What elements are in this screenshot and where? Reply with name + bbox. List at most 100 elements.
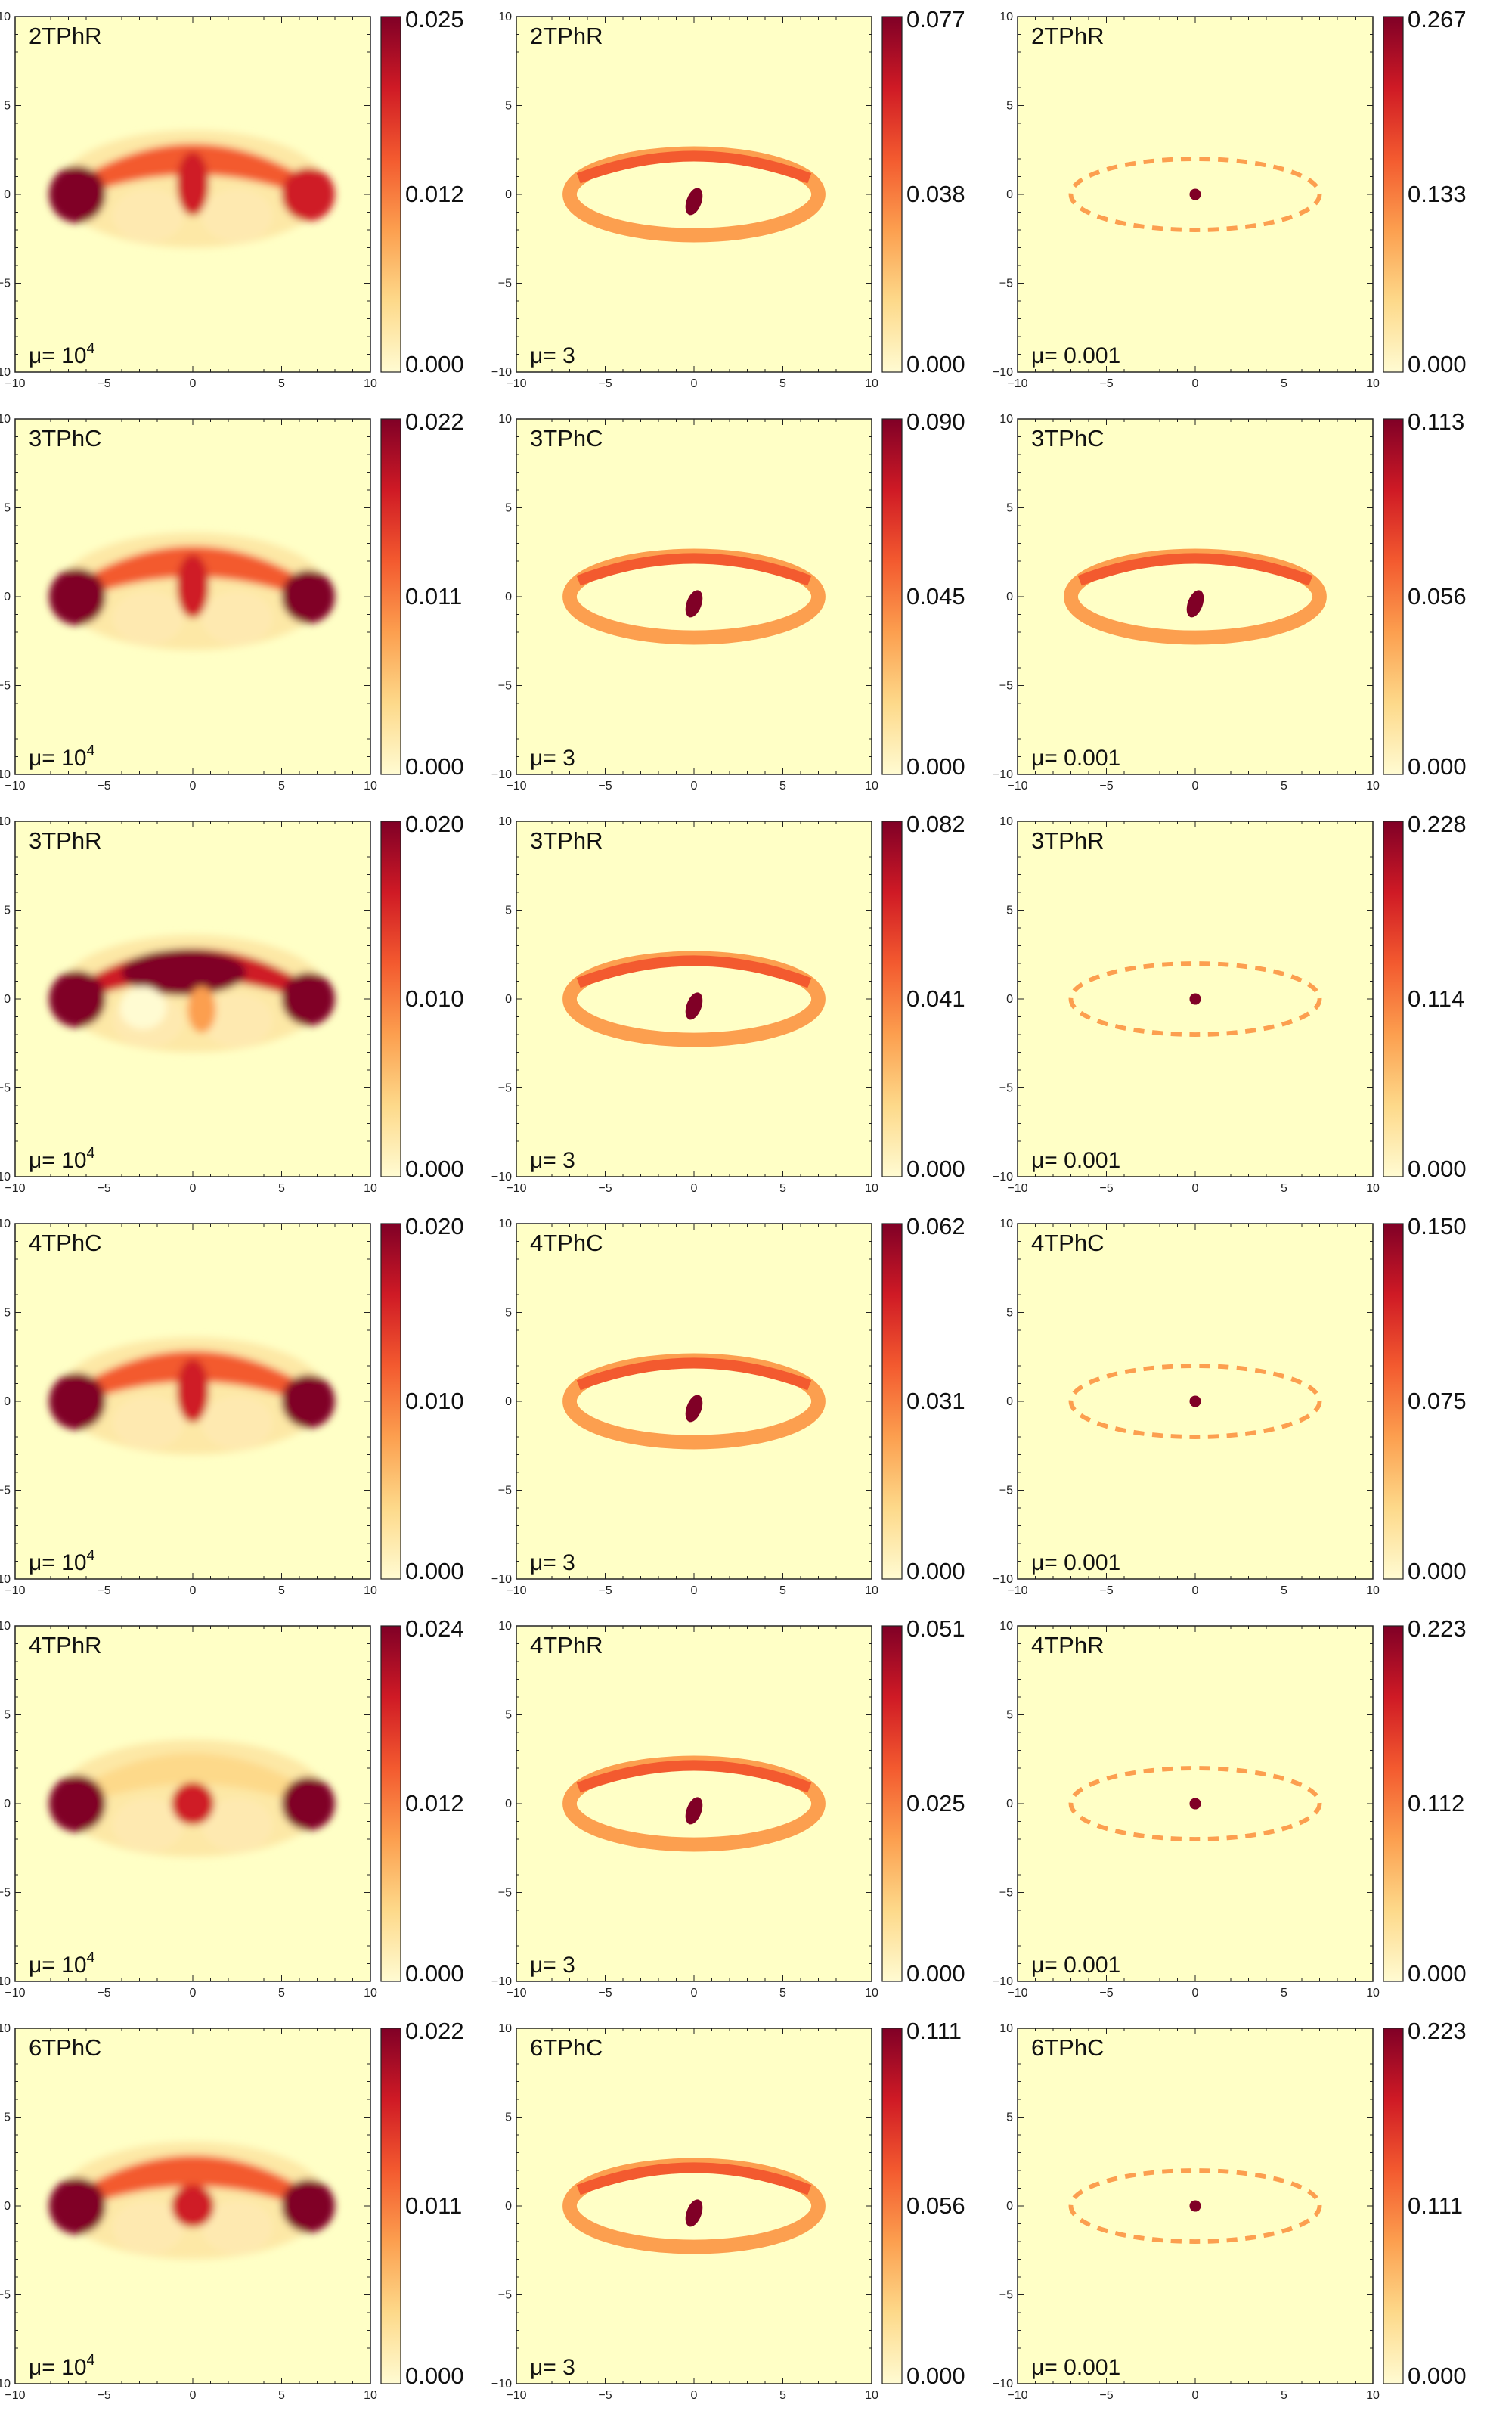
x-tick-label: 0 xyxy=(1192,2389,1199,2402)
y-tick-label: −10 xyxy=(491,2378,512,2391)
y-tick-label: −5 xyxy=(498,278,512,290)
x-tick-label: −5 xyxy=(1099,1182,1113,1195)
density-peak xyxy=(685,1395,703,1423)
mu-exponent: 4 xyxy=(87,1950,95,1966)
density-lobe xyxy=(187,986,216,1033)
colorbar-min-label: 0.000 xyxy=(906,2363,965,2389)
y-tick-label: 0 xyxy=(4,188,11,201)
y-tick-label: 5 xyxy=(505,100,512,113)
x-tick-label: 10 xyxy=(865,1987,878,2000)
density-ring xyxy=(1068,2168,1322,2244)
x-tick-label: 0 xyxy=(691,1182,698,1195)
y-tick-label: 0 xyxy=(505,1798,512,1810)
density-peak xyxy=(48,1373,106,1430)
y-tick-label: 5 xyxy=(1006,2111,1013,2124)
x-tick-label: −5 xyxy=(598,1584,612,1597)
x-tick-label: −5 xyxy=(598,1987,612,2000)
colorbar-max-label: 0.062 xyxy=(906,1213,965,1239)
x-tick-label: −5 xyxy=(598,1182,612,1195)
y-tick-label: 10 xyxy=(0,1218,11,1230)
x-tick-label: 5 xyxy=(779,2389,786,2402)
x-tick-label: −5 xyxy=(97,1182,110,1195)
density-ring-top xyxy=(1077,553,1313,586)
colorbar-max-label: 0.090 xyxy=(906,408,965,435)
density-peak xyxy=(685,992,703,1020)
colorbar-max-label: 0.223 xyxy=(1408,1615,1467,1642)
mu-label: μ= 104 xyxy=(29,1145,95,1173)
x-tick-label: 0 xyxy=(190,1584,197,1597)
y-tick-label: 0 xyxy=(505,591,512,603)
density-peak xyxy=(1186,590,1204,618)
molecule-label: 4TPhC xyxy=(1031,1230,1104,1256)
colorbar-min-label: 0.000 xyxy=(1408,1960,1467,1987)
heatmap-panel: −10−10 −5 −5 0 0 5 5 10 10 3TPhC μ= 104 0.022 0.011 0… xyxy=(0,408,464,793)
colorbar-min-label: 0.000 xyxy=(906,1960,965,1987)
colorbar-max-label: 0.082 xyxy=(906,811,965,837)
colorbar xyxy=(380,821,401,1177)
x-tick-label: −10 xyxy=(1007,1987,1027,2000)
x-tick-label: 0 xyxy=(190,780,197,793)
colorbar-max-label: 0.228 xyxy=(1408,811,1467,837)
y-tick-label: 0 xyxy=(505,2200,512,2213)
density-peak xyxy=(281,972,335,1026)
density-lobe xyxy=(201,1798,273,1852)
density-lobe xyxy=(113,1395,184,1450)
x-tick-label: 5 xyxy=(1281,780,1287,793)
molecule-label: 6TPhC xyxy=(29,2034,101,2061)
x-tick-label: 5 xyxy=(779,377,786,390)
density-peak xyxy=(685,2199,703,2227)
density-lobe xyxy=(201,1395,273,1450)
x-tick-label: 5 xyxy=(1281,377,1287,390)
y-tick-label: −10 xyxy=(491,1975,512,1988)
colorbar-max-label: 0.022 xyxy=(405,408,464,435)
x-tick-label: 5 xyxy=(278,780,285,793)
x-tick-label: −5 xyxy=(97,1584,110,1597)
density-lobe xyxy=(201,591,273,645)
y-tick-label: −5 xyxy=(999,1887,1013,1900)
colorbar-mid-label: 0.031 xyxy=(906,1388,965,1414)
colorbar-mid-label: 0.010 xyxy=(405,985,464,1012)
colorbar xyxy=(881,1625,903,1982)
y-tick-label: 10 xyxy=(0,815,11,828)
y-tick-label: −10 xyxy=(0,1171,11,1184)
colorbar-min-label: 0.000 xyxy=(1408,753,1467,780)
y-tick-label: 5 xyxy=(1006,1709,1013,1722)
y-tick-label: 5 xyxy=(4,1709,11,1722)
x-tick-label: 5 xyxy=(779,780,786,793)
x-tick-label: −10 xyxy=(1007,1584,1027,1597)
heatmap-panel: −10−10 −5 −5 0 0 5 5 10 10 3TPhC μ= 3 0.090 0.045 0.0… xyxy=(491,408,965,793)
colorbar-min-label: 0.000 xyxy=(1408,2363,1467,2389)
heatmap-panel: −10−10 −5 −5 0 0 5 5 10 10 4TPhC μ= 3 0.062 0.031 0.0… xyxy=(491,1213,965,1597)
density-peak xyxy=(171,1782,215,1826)
y-tick-label: 0 xyxy=(1006,2200,1013,2213)
y-tick-label: 0 xyxy=(505,993,512,1006)
colorbar-min-label: 0.000 xyxy=(1408,351,1467,377)
x-tick-label: 0 xyxy=(691,2389,698,2402)
colorbar-min-label: 0.000 xyxy=(405,1558,464,1584)
x-tick-label: −5 xyxy=(1099,780,1113,793)
x-tick-label: 5 xyxy=(278,1584,285,1597)
x-tick-label: −5 xyxy=(1099,1987,1113,2000)
density-ring xyxy=(1068,157,1322,232)
density-peak xyxy=(281,167,335,222)
y-tick-label: 10 xyxy=(498,413,512,426)
density-ring xyxy=(1068,961,1322,1037)
y-tick-label: 0 xyxy=(4,1798,11,1810)
y-tick-label: 10 xyxy=(0,2022,11,2035)
x-tick-label: 0 xyxy=(691,1584,698,1597)
density-ring xyxy=(1068,1364,1322,1439)
mu-label: μ= 104 xyxy=(29,1950,95,1978)
y-tick-label: 0 xyxy=(4,1395,11,1408)
y-tick-label: −10 xyxy=(0,768,11,781)
y-tick-label: 5 xyxy=(1006,904,1013,917)
mu-label: μ= 0.001 xyxy=(1031,1953,1120,1978)
y-tick-label: −10 xyxy=(0,1975,11,1988)
y-tick-label: −5 xyxy=(0,2289,11,2302)
y-tick-label: 0 xyxy=(4,2200,11,2213)
colorbar-max-label: 0.022 xyxy=(405,2018,464,2044)
x-tick-label: −5 xyxy=(1099,2389,1113,2402)
x-tick-label: 0 xyxy=(190,2389,197,2402)
y-tick-label: 5 xyxy=(505,904,512,917)
x-tick-label: −10 xyxy=(1007,1182,1027,1195)
y-tick-label: 10 xyxy=(498,1218,512,1230)
